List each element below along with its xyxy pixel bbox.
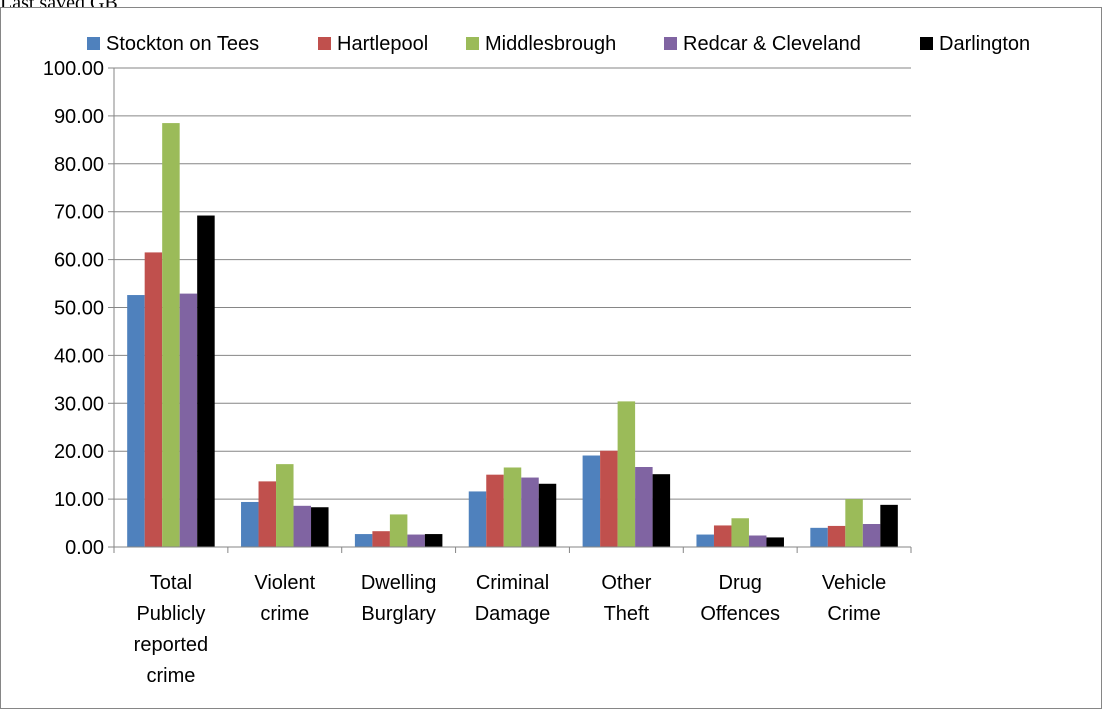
y-tick-label: 30.00 [54, 393, 104, 415]
bar [407, 534, 425, 547]
legend-item: Stockton on Tees [87, 33, 259, 55]
gridlines [114, 67, 911, 500]
y-tick-label: 10.00 [54, 489, 104, 511]
category-label: Vehicle Crime [822, 572, 887, 625]
bar [162, 123, 180, 548]
legend-item: Hartlepool [318, 33, 428, 55]
bar [827, 525, 846, 547]
bar [258, 481, 277, 547]
bar [766, 537, 784, 547]
bar [652, 474, 671, 547]
bar [241, 501, 259, 547]
bar [197, 215, 215, 548]
y-tick-label: 70.00 [54, 202, 104, 224]
bar [582, 455, 601, 547]
bar [880, 504, 898, 547]
bar [144, 252, 163, 548]
bar [617, 401, 636, 547]
legend-label: Redcar & Cleveland [683, 33, 861, 55]
bar [810, 527, 828, 547]
bar [635, 467, 653, 547]
bar [276, 464, 294, 547]
y-tick-label: 40.00 [54, 345, 104, 367]
y-tick-label: 100.00 [43, 58, 104, 80]
legend-label: Stockton on Tees [106, 33, 259, 55]
bar [696, 534, 714, 547]
legend-item: Redcar & Cleveland [664, 33, 861, 55]
bar [845, 499, 863, 547]
y-tick-label: 80.00 [54, 154, 104, 176]
legend-swatch [318, 37, 331, 50]
category-label: Criminal Damage [475, 572, 551, 625]
bar [372, 531, 390, 547]
bar [468, 491, 487, 547]
legend-swatch [664, 37, 677, 50]
legend-swatch [920, 37, 933, 50]
y-tick-label: 50.00 [54, 298, 104, 320]
bar [127, 295, 145, 547]
bar [293, 505, 312, 547]
y-tick-label: 0.00 [65, 537, 104, 559]
category-label: Violent crime [254, 572, 315, 625]
legend-item: Middlesbrough [466, 33, 616, 55]
bar [731, 518, 749, 547]
y-axis-tick-labels: 0.00 10.00 20.00 30.00 40.00 50.00 60.00 70.00 8… [43, 58, 104, 559]
bar [748, 535, 767, 547]
category-labels: Total Publicly reported crime Violent crime Dw… [134, 572, 887, 687]
category-label: Dwelling Burglary [361, 572, 437, 625]
bar [354, 534, 373, 547]
legend-label: Hartlepool [337, 33, 428, 55]
bar [179, 293, 198, 547]
bar [503, 467, 522, 547]
bar [486, 474, 504, 547]
bar [521, 477, 539, 547]
legend-label: Darlington [939, 33, 1030, 55]
legend-label: Middlesbrough [485, 33, 616, 55]
legend-swatch [466, 37, 479, 50]
category-label: Drug Offences [700, 572, 780, 625]
bar [389, 514, 408, 547]
category-label: Other Theft [601, 572, 651, 625]
legend-item: Darlington [920, 33, 1030, 55]
y-tick-label: 60.00 [54, 250, 104, 272]
y-tick-label: 20.00 [54, 441, 104, 463]
bar [713, 525, 732, 547]
bar [538, 483, 557, 547]
axes [108, 67, 912, 553]
bar [311, 507, 329, 547]
bar [424, 534, 443, 547]
bar [600, 450, 618, 547]
category-label: Total Publicly reported crime [134, 572, 209, 687]
legend: Stockton on Tees Hartlepool Middlesbrough R… [87, 33, 1030, 55]
legend-swatch [87, 37, 100, 50]
y-tick-label: 90.00 [54, 106, 104, 128]
bar [862, 524, 881, 547]
bars [127, 123, 898, 548]
